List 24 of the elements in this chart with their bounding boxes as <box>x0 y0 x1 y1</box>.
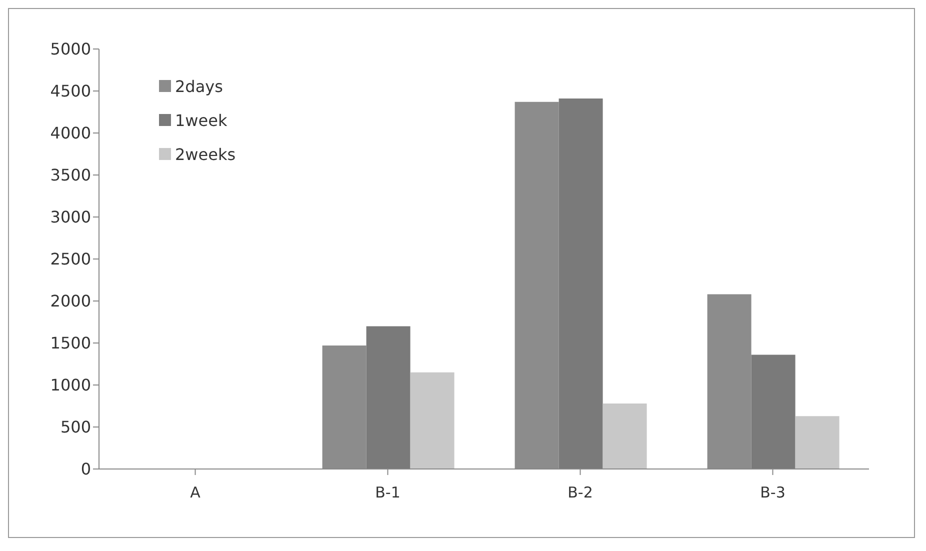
y-tick-label: 4500 <box>50 82 91 101</box>
x-tick-label: B-3 <box>760 484 786 502</box>
bar <box>366 326 410 469</box>
y-tick-label: 1500 <box>50 334 91 353</box>
legend-label: 2weeks <box>175 144 236 164</box>
x-tick-label: A <box>190 484 202 502</box>
x-tick-label: B-2 <box>568 484 593 502</box>
bar <box>795 416 840 469</box>
y-tick-label: 3500 <box>50 166 91 185</box>
y-tick-label: 2000 <box>50 292 91 311</box>
y-tick-label: 500 <box>60 418 91 437</box>
y-tick-label: 4000 <box>50 124 91 143</box>
bar <box>558 98 603 469</box>
y-tick-label: 1000 <box>50 376 91 395</box>
legend-label: 2days <box>175 76 223 96</box>
x-tick-label: B-1 <box>375 484 400 502</box>
bar <box>602 403 647 469</box>
y-tick-label: 0 <box>80 460 91 479</box>
y-tick-label: 3000 <box>50 208 91 227</box>
bar <box>751 354 796 469</box>
legend-label: 1week <box>175 110 228 130</box>
y-tick-label: 2500 <box>50 250 91 269</box>
y-tick-label: 5000 <box>50 40 91 59</box>
bar <box>410 372 454 469</box>
